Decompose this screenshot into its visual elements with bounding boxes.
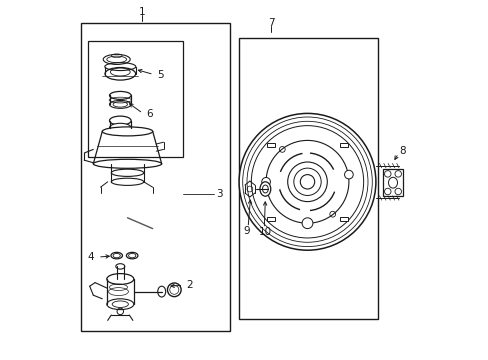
Bar <box>239 38 377 319</box>
Ellipse shape <box>260 182 270 196</box>
Text: 7: 7 <box>267 18 274 28</box>
Text: 9: 9 <box>243 226 249 236</box>
Text: 10: 10 <box>258 227 271 237</box>
Ellipse shape <box>158 286 165 297</box>
Circle shape <box>302 218 312 229</box>
Text: 5: 5 <box>157 69 163 80</box>
Ellipse shape <box>167 283 181 297</box>
Text: 3: 3 <box>216 189 223 199</box>
Ellipse shape <box>265 186 269 192</box>
Ellipse shape <box>105 68 135 80</box>
Bar <box>382 169 402 196</box>
Ellipse shape <box>109 91 131 99</box>
Circle shape <box>261 177 270 186</box>
Ellipse shape <box>111 252 122 259</box>
Bar <box>81 23 230 331</box>
Text: 2: 2 <box>171 280 192 290</box>
Ellipse shape <box>106 274 134 284</box>
Circle shape <box>239 113 375 250</box>
Bar <box>340 217 347 221</box>
Ellipse shape <box>93 159 162 168</box>
Ellipse shape <box>109 116 131 125</box>
Circle shape <box>300 175 314 189</box>
Bar <box>88 41 183 157</box>
Ellipse shape <box>126 252 138 259</box>
Bar <box>266 143 274 147</box>
Ellipse shape <box>109 100 131 108</box>
Text: 8: 8 <box>399 146 405 156</box>
Ellipse shape <box>106 299 134 310</box>
Ellipse shape <box>116 264 124 269</box>
Bar <box>266 217 274 221</box>
Bar <box>340 143 347 147</box>
Ellipse shape <box>103 54 130 64</box>
Ellipse shape <box>102 127 152 136</box>
Circle shape <box>344 170 352 179</box>
Ellipse shape <box>109 123 131 132</box>
Text: 4: 4 <box>87 252 94 262</box>
Text: 6: 6 <box>146 109 153 119</box>
Text: 1: 1 <box>138 6 145 17</box>
